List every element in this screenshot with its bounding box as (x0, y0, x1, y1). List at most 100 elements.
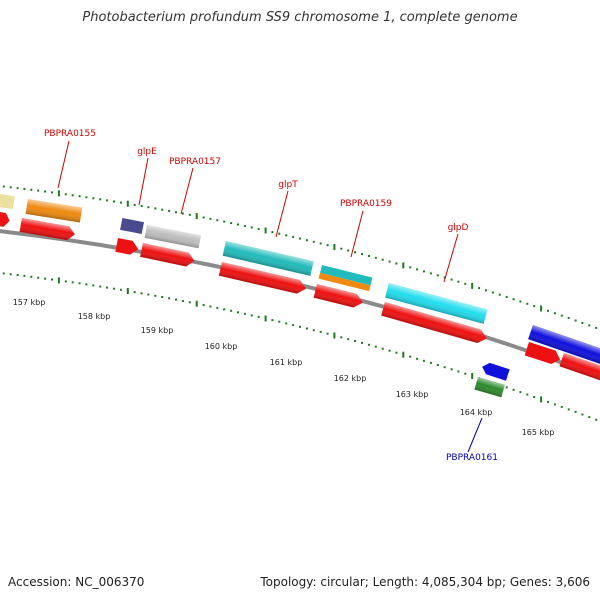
minor-tick (44, 190, 47, 193)
minor-tick (340, 336, 343, 339)
ruler-label-161kbp: 161 kbp (270, 358, 303, 367)
label-glpe[interactable]: glpE (137, 147, 157, 157)
minor-tick (37, 276, 40, 279)
minor-tick (223, 220, 226, 223)
genome-summary: Topology: circular; Length: 4,085,304 bp… (260, 575, 590, 589)
minor-tick (202, 304, 205, 307)
minor-tick (106, 199, 109, 202)
minor-tick (478, 287, 481, 290)
minor-tick (526, 302, 529, 305)
minor-tick (374, 345, 377, 348)
minor-tick (78, 282, 81, 285)
minor-tick (92, 284, 95, 287)
minor-tick (140, 292, 143, 295)
minor-tick (443, 276, 446, 279)
minor-tick (588, 324, 591, 327)
gene-blue-small[interactable] (480, 361, 510, 381)
minor-tick (119, 288, 122, 291)
minor-tick (23, 187, 26, 190)
accession-label: Accession: NC_006370 (8, 575, 145, 589)
ruler-label-157kbp: 157 kbp (13, 298, 46, 307)
minor-tick (154, 207, 157, 210)
minor-tick (78, 195, 81, 198)
minor-tick (106, 286, 109, 289)
label-pbpra0161[interactable]: PBPRA0161 (446, 453, 498, 463)
gene-features (0, 192, 600, 398)
minor-tick (230, 309, 233, 312)
minor-tick (464, 372, 467, 375)
minor-tick (292, 235, 295, 238)
minor-tick (237, 311, 239, 314)
gene-red-arrow[interactable] (115, 238, 139, 256)
minor-tick (237, 223, 239, 226)
minor-tick (188, 301, 191, 304)
minor-tick (257, 228, 260, 230)
minor-tick (367, 255, 370, 257)
minor-tick (340, 247, 343, 250)
minor-tick (347, 338, 350, 341)
minor-tick (581, 413, 584, 416)
minor-tick (429, 272, 432, 275)
minor-tick (147, 206, 150, 209)
minor-tick (9, 273, 12, 276)
major-tick (540, 396, 543, 403)
minor-tick (168, 209, 171, 212)
gene-red-arrow[interactable] (524, 342, 563, 366)
label-pbpra0155[interactable]: PBPRA0155 (44, 129, 96, 139)
major-tick (126, 200, 129, 207)
minor-tick (312, 329, 315, 332)
minor-tick (299, 237, 301, 240)
minor-tick (423, 270, 425, 273)
minor-tick (51, 278, 53, 281)
gene-orange-pbpra0159[interactable] (318, 272, 371, 292)
minor-tick (285, 322, 288, 325)
ruler-label-160kbp: 160 kbp (205, 342, 238, 351)
label-glpd[interactable]: glpD (448, 223, 469, 233)
gene-khaki[interactable] (0, 192, 15, 210)
minor-tick (512, 388, 515, 391)
minor-tick (553, 312, 556, 315)
minor-tick (436, 364, 439, 366)
gene-teal-pbpra0159[interactable] (320, 264, 373, 286)
minor-tick (209, 305, 212, 308)
minor-tick (243, 312, 246, 315)
minor-tick (361, 253, 363, 256)
minor-tick (567, 408, 570, 411)
major-tick (471, 282, 474, 289)
major-tick (195, 300, 198, 307)
minor-tick (9, 186, 12, 189)
label-pbpra0157[interactable]: PBPRA0157 (169, 157, 221, 167)
minor-tick (37, 189, 40, 192)
minor-tick (133, 203, 136, 206)
minor-tick (188, 213, 191, 216)
minor-tick (429, 361, 432, 364)
label-glpt[interactable]: glpT (278, 180, 298, 190)
minor-tick (505, 295, 508, 298)
minor-tick (278, 232, 281, 235)
major-tick (402, 351, 405, 358)
minor-tick (416, 268, 419, 271)
minor-tick (147, 293, 150, 296)
minor-tick (574, 319, 577, 322)
major-tick (333, 332, 336, 339)
label-pbpra0159[interactable]: PBPRA0159 (340, 199, 392, 209)
minor-tick (381, 347, 384, 350)
minor-tick (216, 306, 219, 309)
major-tick (333, 244, 336, 250)
ruler-label-165kbp: 165 kbp (522, 428, 555, 437)
minor-tick (457, 280, 460, 283)
minor-tick (175, 211, 177, 214)
minor-tick (553, 403, 556, 406)
minor-tick (113, 200, 115, 203)
leader-line-pbpra0161 (467, 417, 483, 453)
minor-tick (354, 251, 357, 254)
minor-tick (388, 260, 391, 263)
minor-tick (71, 281, 74, 284)
minor-tick (450, 278, 453, 281)
minor-tick (567, 317, 570, 319)
gene-red-arrow[interactable] (0, 212, 11, 228)
minor-tick (581, 321, 584, 324)
gene-navy-glpe[interactable] (120, 218, 144, 235)
minor-tick (119, 201, 122, 204)
